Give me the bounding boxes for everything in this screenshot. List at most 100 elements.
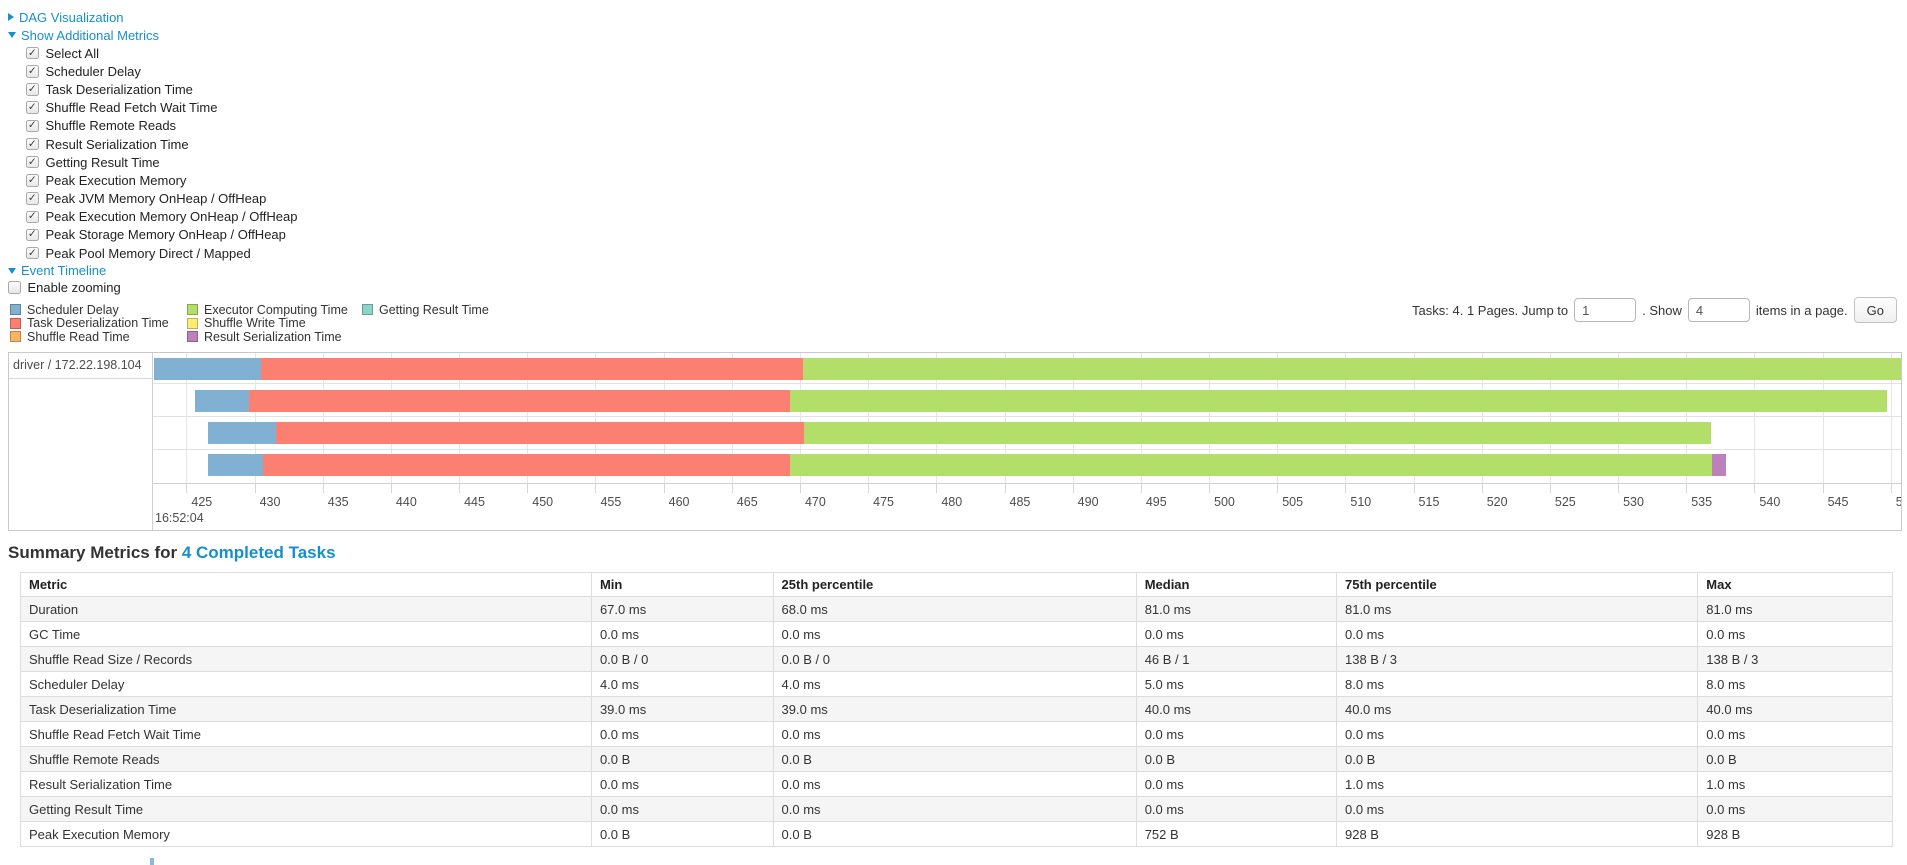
table-cell: 81.0 ms (1135, 596, 1337, 622)
metric-checkbox[interactable]: ✓ (26, 64, 39, 78)
table-cell: Shuffle Read Fetch Wait Time (20, 721, 592, 747)
metric-checkbox[interactable]: ✓ (26, 192, 39, 205)
metric-checkbox[interactable]: ✓ (26, 137, 39, 151)
task-bar-segment[interactable] (249, 390, 791, 412)
legend-swatch-icon (187, 331, 198, 343)
metric-row: ✓ Scheduler Delay (26, 62, 1907, 80)
table-cell: 0.0 ms (1135, 621, 1337, 647)
task-bar-segment[interactable] (194, 390, 250, 412)
timeline-axis-tick-label: 485 (1009, 495, 1031, 509)
show-additional-metrics-link[interactable]: Show Additional Metrics (8, 28, 159, 43)
event-timeline-link[interactable]: Event Timeline (8, 263, 106, 278)
jump-to-page-input[interactable] (1574, 298, 1637, 322)
metric-row: ✓ Result Serialization Time (26, 135, 1907, 153)
timeline-axis-tick-label: 495 (1145, 495, 1167, 509)
metric-checkbox[interactable]: ✓ (26, 101, 39, 114)
timeline-axis-tick-label: 490 (1077, 495, 1099, 509)
dag-visualization-label: DAG Visualization (19, 9, 124, 25)
timeline-axis-tick-label: 510 (1350, 495, 1372, 509)
timeline-axis-line (153, 483, 1901, 484)
timeline-axis-tick-label: 450 (532, 495, 554, 509)
table-cell: 0.0 ms (590, 771, 774, 797)
table-cell: Getting Result Time (20, 796, 592, 822)
metric-checkbox-label: Scheduler Delay (45, 63, 141, 79)
metric-checkbox[interactable]: ✓ (26, 82, 39, 96)
metric-row: ✓ Shuffle Read Fetch Wait Time (26, 99, 1907, 117)
table-cell: 39.0 ms (590, 696, 774, 722)
task-bar-segment[interactable] (208, 454, 263, 476)
legend-item: Executor Computing Time (187, 303, 348, 317)
legend-item: Getting Result Time (362, 303, 489, 317)
table-row: Peak Execution Memory 0.0 B 0.0 B 752 B 928 … (20, 821, 1893, 847)
timeline-axis-tick-label: 465 (736, 495, 758, 509)
event-timeline-chart: driver / 172.22.198.104 16:52:04 425 430 4… (8, 352, 1902, 531)
table-header-cell: Median (1135, 572, 1337, 597)
task-bar-segment[interactable] (802, 358, 1901, 380)
task-bar-segment[interactable] (261, 358, 803, 380)
timeline-tick-icon (459, 483, 461, 493)
metric-row: ✓ Peak JVM Memory OnHeap / OffHeap (26, 190, 1907, 208)
task-bar-segment[interactable] (804, 422, 1711, 444)
metric-checkbox[interactable]: ✓ (26, 246, 39, 260)
table-cell: 0.0 ms (590, 796, 774, 822)
table-cell: 0.0 ms (1135, 721, 1337, 747)
timeline-plot-area: 16:52:04 425 430 435 440 445 450 455 460 465 470 4… (153, 353, 1901, 530)
timeline-label-separator (152, 353, 153, 530)
additional-metrics-list: ✓ Select All ✓ Scheduler Delay ✓ Task Deseria… (26, 44, 1907, 262)
table-row: Getting Result Time 0.0 ms 0.0 ms 0.0 ms 0.0… (20, 796, 1893, 822)
table-cell: Shuffle Read Size / Records (20, 646, 592, 672)
metric-checkbox[interactable]: ✓ (26, 210, 39, 224)
metric-row: ✓ Peak Execution Memory (26, 171, 1907, 189)
metric-checkbox[interactable]: ✓ (26, 173, 39, 187)
metric-checkbox-label: Select All (45, 45, 99, 61)
timeline-tick-icon (1345, 483, 1347, 493)
table-cell: 8.0 ms (1697, 671, 1893, 697)
metric-checkbox[interactable]: ✓ (26, 119, 39, 133)
dag-visualization-link[interactable]: DAG Visualization (8, 10, 124, 25)
timeline-gridline (1822, 353, 1824, 483)
table-row: Duration 67.0 ms 68.0 ms 81.0 ms 81.0 ms 81.0… (20, 596, 1893, 622)
timeline-legend: Scheduler Delay Task Deserialization Time… (0, 303, 900, 351)
metric-checkbox[interactable]: ✓ (26, 46, 39, 60)
table-cell: Task Deserialization Time (20, 696, 592, 722)
metric-checkbox-label: Result Serialization Time (45, 136, 189, 152)
table-cell: 0.0 ms (772, 621, 1137, 647)
metric-checkbox[interactable]: ✓ (26, 228, 39, 242)
go-button[interactable]: Go (1853, 297, 1897, 323)
table-cell: 0.0 ms (772, 721, 1137, 747)
items-per-page-input[interactable] (1687, 298, 1750, 322)
legend-label: Executor Computing Time (204, 302, 348, 317)
table-cell: 928 B (1335, 821, 1699, 847)
timeline-axis-tick-label: 500 (1214, 495, 1235, 509)
task-bar-segment[interactable] (153, 358, 262, 380)
timeline-tick-icon (1549, 483, 1551, 493)
timeline-tick-icon (1890, 483, 1892, 493)
legend-column: Scheduler Delay Task Deserialization Time… (10, 303, 169, 344)
table-cell: 0.0 ms (1135, 771, 1337, 797)
table-cell: 46 B / 1 (1135, 646, 1337, 672)
table-cell: 0.0 ms (1335, 796, 1699, 822)
table-cell: 0.0 B (1335, 746, 1699, 772)
task-bar-segment[interactable] (790, 390, 1887, 412)
task-bar-segment[interactable] (276, 422, 805, 444)
legend-label: Getting Result Time (379, 302, 489, 317)
table-cell: 0.0 ms (1697, 621, 1893, 647)
timeline-axis-tick-label: 440 (395, 495, 417, 509)
table-cell: 40.0 ms (1135, 696, 1337, 722)
task-bar-segment[interactable] (790, 454, 1713, 476)
table-cell: GC Time (20, 621, 592, 647)
task-bar-segment[interactable] (1712, 454, 1726, 476)
task-bar-segment[interactable] (262, 454, 791, 476)
metric-checkbox[interactable]: ✓ (26, 155, 39, 169)
legend-label: Shuffle Read Time (27, 329, 130, 344)
clipped-content (150, 858, 154, 865)
expanded-arrow-icon (8, 32, 16, 38)
table-row: Scheduler Delay 4.0 ms 4.0 ms 5.0 ms 8.0 ms 8… (20, 671, 1893, 697)
completed-tasks-link[interactable]: 4 Completed Tasks (181, 543, 336, 562)
table-cell: 0.0 ms (1335, 621, 1699, 647)
timeline-tick-icon (595, 483, 597, 493)
enable-zooming-checkbox[interactable] (8, 281, 21, 294)
timeline-tick-icon (1140, 483, 1142, 493)
task-bar-segment[interactable] (208, 422, 277, 444)
